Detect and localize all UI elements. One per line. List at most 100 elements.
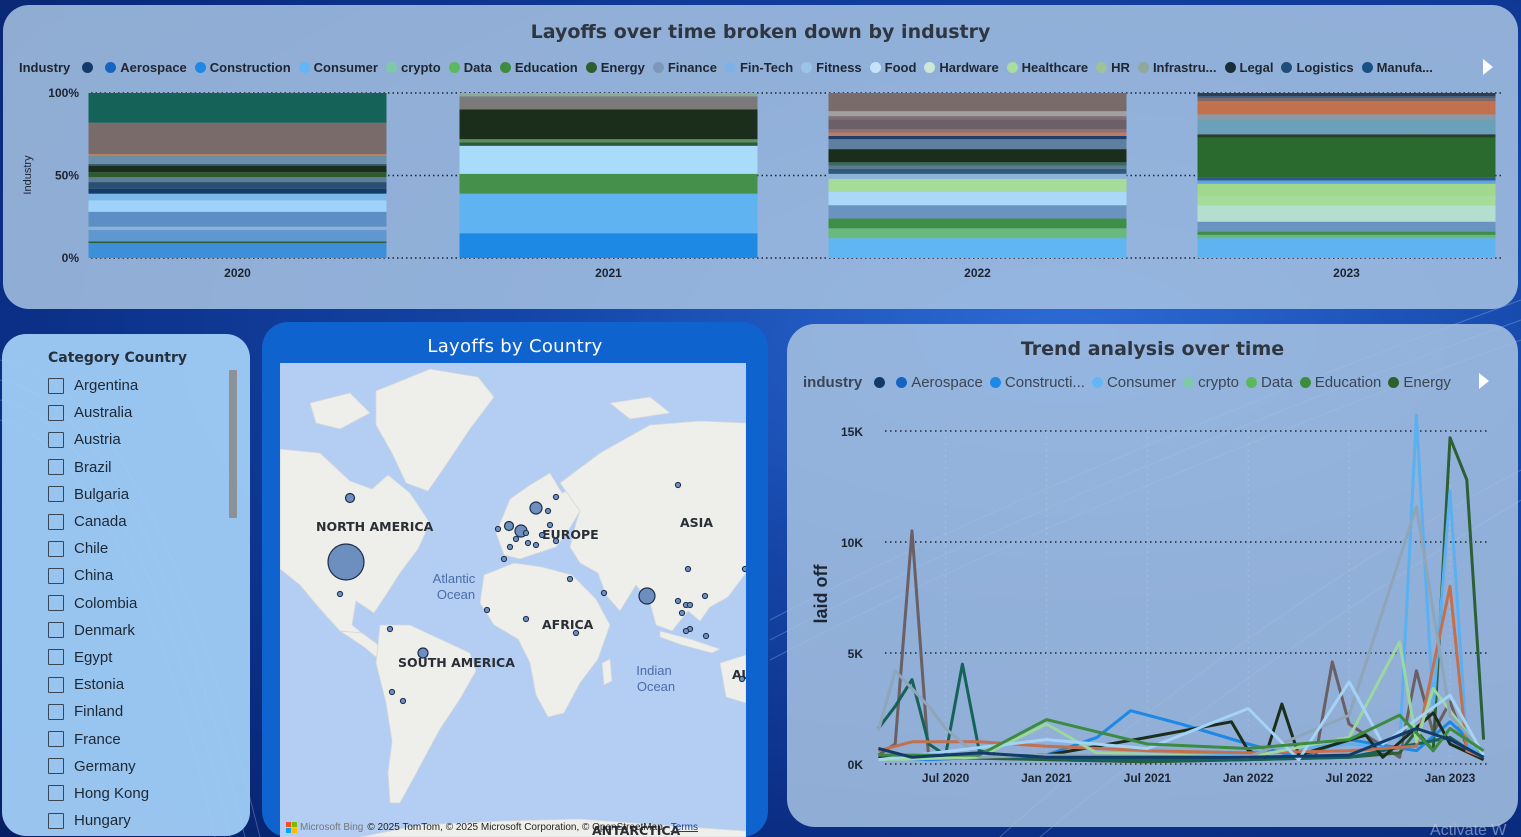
bar-segment[interactable] <box>459 109 758 140</box>
bar-segment[interactable] <box>459 142 758 146</box>
trend-legend[interactable]: industry Aerospace Constructi... Consumer c… <box>803 372 1473 392</box>
slicer-item[interactable]: Chile <box>48 535 226 562</box>
map-bubble[interactable] <box>741 565 746 573</box>
bar-segment[interactable] <box>1197 114 1496 120</box>
bar-segment[interactable] <box>1197 231 1496 235</box>
bar-segment[interactable] <box>88 172 387 178</box>
map-bubble[interactable] <box>701 592 709 600</box>
bar-segment[interactable] <box>828 218 1127 229</box>
bar-segment[interactable] <box>88 243 387 258</box>
map-bubble[interactable] <box>674 597 682 605</box>
bar-segment[interactable] <box>828 228 1127 239</box>
bar-segment[interactable] <box>828 238 1127 258</box>
bar-segment[interactable] <box>88 226 387 230</box>
checkbox-icon[interactable] <box>48 731 64 748</box>
legend-next-arrow-icon[interactable] <box>1483 59 1493 75</box>
bar-segment[interactable] <box>88 182 387 189</box>
bar-segment[interactable] <box>1197 180 1496 184</box>
bar-segment[interactable] <box>88 165 387 173</box>
bar-segment[interactable] <box>828 116 1127 120</box>
slicer-item[interactable]: Hungary <box>48 807 226 832</box>
bar-segment[interactable] <box>88 155 387 164</box>
map-bubble[interactable] <box>500 555 508 563</box>
series-line[interactable] <box>877 529 1485 764</box>
bar-segment[interactable] <box>828 173 1127 179</box>
map-bubble[interactable] <box>388 688 396 696</box>
map-bubble[interactable] <box>327 543 365 581</box>
map-bubble[interactable] <box>682 627 690 635</box>
bar-segment[interactable] <box>88 93 387 123</box>
bar-segment[interactable] <box>1197 134 1496 138</box>
map-bubble[interactable] <box>524 539 532 547</box>
bar-segment[interactable] <box>459 173 758 194</box>
map-bubble[interactable] <box>538 531 546 539</box>
chart-legend[interactable]: Industry Aerospace Construction Consumer cr… <box>19 58 1463 76</box>
slicer-item[interactable]: Egypt <box>48 644 226 671</box>
series-line[interactable] <box>878 702 1485 761</box>
bar-segment[interactable] <box>828 93 1127 112</box>
checkbox-icon[interactable] <box>48 431 64 448</box>
map-bubble[interactable] <box>483 606 491 614</box>
legend-item[interactable]: Legal <box>1224 60 1273 75</box>
bar-segment[interactable] <box>828 111 1127 117</box>
checkbox-icon[interactable] <box>48 486 64 503</box>
map-bubble[interactable] <box>522 529 530 537</box>
bar-segment[interactable] <box>828 119 1127 130</box>
checkbox-icon[interactable] <box>48 622 64 639</box>
map-bubble[interactable] <box>600 589 608 597</box>
map-bubble[interactable] <box>684 565 692 573</box>
bar-segment[interactable] <box>828 162 1127 166</box>
legend-item[interactable]: Consumer <box>1091 374 1176 391</box>
map-bubble[interactable] <box>678 609 686 617</box>
bar-segment[interactable] <box>828 139 1127 150</box>
checkbox-icon[interactable] <box>48 703 64 720</box>
map-bubble[interactable] <box>552 537 560 545</box>
bar-segment[interactable] <box>828 168 1127 174</box>
legend-item[interactable]: Data <box>448 60 492 75</box>
series-line[interactable] <box>878 584 1485 759</box>
legend-item[interactable]: crypto <box>1183 374 1239 391</box>
legend-item[interactable]: Logistics <box>1281 60 1354 75</box>
legend-item[interactable]: HR <box>1096 60 1130 75</box>
slicer-item[interactable]: France <box>48 725 226 752</box>
bar-segment[interactable] <box>88 177 387 183</box>
slicer-item[interactable]: China <box>48 562 226 589</box>
legend-item[interactable]: Food <box>869 60 916 75</box>
checkbox-icon[interactable] <box>48 404 64 421</box>
slicer-item[interactable]: Canada <box>48 508 226 535</box>
map-bubble[interactable] <box>336 590 344 598</box>
checkbox-icon[interactable] <box>48 513 64 530</box>
legend-item[interactable]: Construction <box>194 60 291 75</box>
series-line[interactable] <box>876 505 1485 759</box>
bar-segment[interactable] <box>88 193 387 201</box>
checkbox-icon[interactable] <box>48 676 64 693</box>
legend-item[interactable] <box>82 61 97 73</box>
terms-link[interactable]: Terms <box>670 822 698 833</box>
map-bubble[interactable] <box>552 493 560 501</box>
slicer-item[interactable]: Australia <box>48 399 226 426</box>
map-bubble[interactable] <box>344 492 356 504</box>
checkbox-icon[interactable] <box>48 595 64 612</box>
bar-segment[interactable] <box>1197 101 1496 115</box>
series-line[interactable] <box>878 727 1485 759</box>
bar-segment[interactable] <box>828 192 1127 206</box>
bar-segment[interactable] <box>1197 177 1496 181</box>
bar-segment[interactable] <box>88 211 387 227</box>
map-bubble[interactable] <box>522 615 530 623</box>
bar-segment[interactable] <box>459 96 758 110</box>
bar-segment[interactable] <box>459 193 758 234</box>
checkbox-icon[interactable] <box>48 377 64 394</box>
checkbox-icon[interactable] <box>48 785 64 802</box>
map-bubble[interactable] <box>386 625 394 633</box>
map-bubble[interactable] <box>566 575 574 583</box>
legend-item[interactable]: Aerospace <box>105 60 187 75</box>
bar-segment[interactable] <box>1197 93 1496 97</box>
map-bubble[interactable] <box>506 543 514 551</box>
bar-segment[interactable] <box>88 163 387 166</box>
bar-segment[interactable] <box>1197 96 1496 98</box>
legend-item[interactable]: Aerospace <box>896 374 983 391</box>
bar-segment[interactable] <box>1197 195 1496 206</box>
bar-segment[interactable] <box>88 154 387 156</box>
map-canvas[interactable]: NORTH AMERICA EUROPE ASIA AFRICA SOUTH AMERI… <box>280 363 746 837</box>
bar-segment[interactable] <box>88 122 387 155</box>
